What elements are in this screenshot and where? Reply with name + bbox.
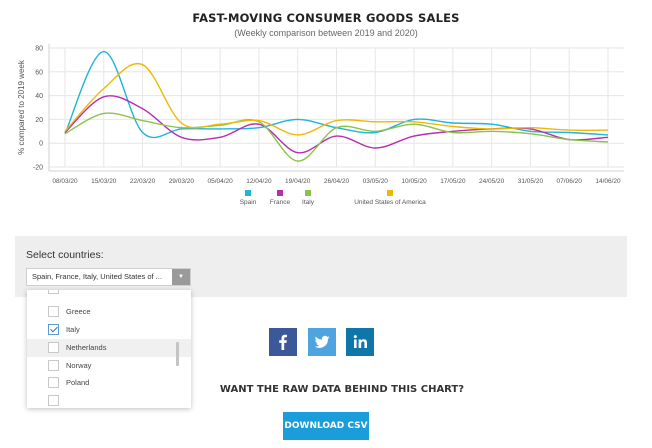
y-axis-label: % compared to 2019 week xyxy=(17,59,26,155)
option-label: Norway xyxy=(66,361,92,370)
x-tick-label: 15/03/20 xyxy=(91,178,117,185)
x-tick-label: 08/03/20 xyxy=(52,178,78,185)
legend-item[interactable]: Italy xyxy=(288,190,328,206)
option-checkbox[interactable] xyxy=(48,324,59,335)
x-tick-label: 17/05/20 xyxy=(440,178,466,185)
x-tick-label: 10/05/20 xyxy=(401,178,427,185)
option-checkbox[interactable] xyxy=(48,342,59,353)
x-tick-label: 26/04/20 xyxy=(324,178,350,185)
country-select[interactable]: Spain, France, Italy, United States of .… xyxy=(26,268,191,286)
option-label: Netherlands xyxy=(66,343,107,352)
legend-label: France xyxy=(269,199,291,206)
legend-item[interactable]: Spain xyxy=(228,190,268,206)
select-countries-label: Select countries: xyxy=(26,249,104,261)
legend-item[interactable]: France xyxy=(260,190,300,206)
x-tick-label: 22/03/20 xyxy=(130,178,156,185)
country-option[interactable]: Italy xyxy=(27,321,191,339)
series-line-united-states-of-america xyxy=(64,62,609,136)
option-checkbox[interactable] xyxy=(48,377,59,388)
country-option[interactable]: Netherlands xyxy=(27,339,191,357)
line-chart: -20 0 20 40 60 80 08/03/20 15/03/20 22/03/20 29/0… xyxy=(17,44,624,185)
facebook-icon xyxy=(279,334,287,350)
legend-swatch xyxy=(387,190,393,196)
legend-label: Spain xyxy=(239,199,257,206)
x-tick-label: 03/05/20 xyxy=(363,178,389,185)
share-twitter-button[interactable] xyxy=(308,328,336,356)
partial-option-top[interactable] xyxy=(48,290,59,294)
y-tick-label: -20 xyxy=(33,165,43,172)
legend-swatch xyxy=(245,190,251,196)
y-tick-label: 20 xyxy=(35,117,43,124)
download-csv-button[interactable]: DOWNLOAD CSV xyxy=(283,412,369,440)
x-tick-label: 07/06/20 xyxy=(557,178,583,185)
y-tick-label: 60 xyxy=(35,69,43,76)
linkedin-icon xyxy=(353,335,367,348)
x-tick-label: 24/05/20 xyxy=(479,178,505,185)
y-tick-label: 0 xyxy=(39,141,43,148)
share-facebook-button[interactable] xyxy=(269,328,297,356)
x-tick-label: 12/04/20 xyxy=(246,178,272,185)
chart-legend: Spain France Italy United States of America xyxy=(236,190,426,212)
chart-subtitle: (Weekly comparison between 2019 and 2020… xyxy=(234,28,418,38)
legend-swatch xyxy=(277,190,283,196)
option-label: Italy xyxy=(66,325,80,334)
legend-item[interactable]: United States of America xyxy=(340,190,440,206)
series-line-italy xyxy=(64,112,609,162)
option-checkbox[interactable] xyxy=(48,306,59,317)
x-tick-label: 19/04/20 xyxy=(285,178,311,185)
option-label: Greece xyxy=(66,307,91,316)
chevron-down-icon[interactable]: ▼ xyxy=(172,269,190,285)
raw-data-title: WANT THE RAW DATA BEHIND THIS CHART? xyxy=(219,384,465,395)
x-tick-label: 14/06/20 xyxy=(595,178,621,185)
country-option[interactable]: Norway xyxy=(27,357,191,375)
country-option[interactable]: Greece xyxy=(27,303,191,321)
legend-label: Italy xyxy=(302,199,314,206)
x-tick-label: 29/03/20 xyxy=(169,178,195,185)
legend-swatch xyxy=(305,190,311,196)
country-selector-panel xyxy=(15,236,627,297)
country-select-value: Spain, France, Italy, United States of .… xyxy=(32,272,162,281)
option-label: Poland xyxy=(66,378,90,387)
dropdown-scrollbar[interactable] xyxy=(176,342,179,366)
chart-title: FAST-MOVING CONSUMER GOODS SALES xyxy=(192,11,460,25)
partial-option-bottom[interactable] xyxy=(48,395,59,406)
country-dropdown-list[interactable]: Greece Italy Netherlands Norway Poland xyxy=(27,290,191,408)
x-tick-label: 05/04/20 xyxy=(207,178,233,185)
x-tick-label: 31/05/20 xyxy=(518,178,544,185)
legend-label: United States of America xyxy=(354,199,426,206)
option-checkbox[interactable] xyxy=(48,360,59,371)
share-linkedin-button[interactable] xyxy=(346,328,374,356)
twitter-icon xyxy=(314,335,330,348)
y-tick-label: 80 xyxy=(35,46,43,53)
y-tick-label: 40 xyxy=(35,93,43,100)
country-option[interactable]: Poland xyxy=(27,374,191,392)
